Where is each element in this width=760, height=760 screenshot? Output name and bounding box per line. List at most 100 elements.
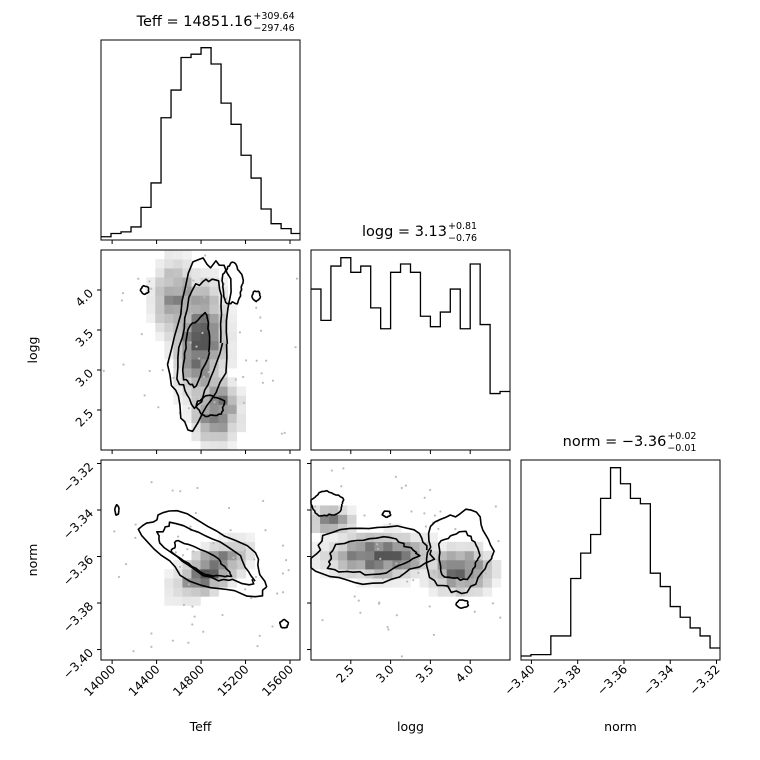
- density-cell: [401, 532, 411, 543]
- density-cell: [209, 440, 219, 451]
- density-cell: [200, 368, 210, 378]
- contour-line: [437, 530, 481, 582]
- sample-point: [433, 572, 436, 575]
- density-cell: [236, 386, 247, 396]
- density-cell: [356, 550, 366, 561]
- density-cell: [311, 523, 321, 534]
- density-cell: [392, 523, 402, 534]
- sample-point: [250, 596, 253, 600]
- sample-point: [137, 277, 140, 280]
- sample-point: [201, 331, 204, 335]
- density-cell: [200, 340, 210, 351]
- density-cell: [182, 313, 192, 324]
- density-cell: [428, 569, 438, 579]
- density-cell: [347, 514, 357, 524]
- sample-point: [256, 644, 259, 648]
- density-cell: [446, 550, 457, 561]
- sample-point: [359, 611, 362, 614]
- panel-frame: [310, 249, 511, 451]
- density-cell: [329, 532, 339, 543]
- density-cell: [410, 569, 420, 579]
- density-cell: [356, 578, 366, 588]
- density-cell: [218, 550, 228, 561]
- sample-point: [394, 475, 397, 478]
- density-cell: [191, 422, 201, 433]
- x-tick-label: −3.38: [548, 662, 584, 698]
- sample-point: [222, 339, 225, 342]
- sample-point: [340, 485, 343, 488]
- density-cell: [374, 541, 384, 552]
- density-cell: [446, 578, 457, 588]
- sample-point: [224, 351, 227, 354]
- sample-point: [439, 510, 442, 513]
- sample-point: [212, 542, 215, 545]
- sample-point: [473, 610, 476, 613]
- density-cell: [164, 596, 174, 606]
- density-cell: [173, 268, 183, 278]
- density-cell: [365, 550, 375, 561]
- x-tick-label: 14800: [170, 662, 207, 699]
- density-cell: [182, 368, 192, 378]
- sample-point: [150, 632, 153, 635]
- density-cell: [356, 560, 366, 570]
- histogram-Teff: [101, 47, 300, 238]
- density-cell: [482, 569, 493, 579]
- density-cell: [200, 331, 210, 342]
- density-cell: [200, 550, 210, 561]
- density-cell: [182, 322, 192, 333]
- density-cell: [410, 532, 420, 543]
- density-cell: [437, 541, 447, 552]
- contour-line: [221, 261, 245, 305]
- density-cell: [218, 295, 228, 305]
- x-tick-label: 2.5: [334, 662, 357, 685]
- density-cell: [227, 350, 237, 360]
- density-cell: [236, 560, 247, 570]
- sample-point: [417, 571, 420, 574]
- sample-point: [203, 296, 206, 299]
- panel-frame: [100, 39, 301, 241]
- density-cell: [164, 268, 174, 278]
- density-cell: [428, 532, 438, 543]
- density-cell: [419, 569, 429, 579]
- title-Teff: Teff = 14851.16: [136, 14, 253, 30]
- density-cell: [191, 331, 201, 342]
- density-cell: [236, 569, 247, 579]
- density-cell: [155, 286, 165, 296]
- sample-point: [260, 372, 263, 375]
- density-cell: [347, 560, 357, 570]
- sample-point: [227, 506, 231, 510]
- sample-point: [150, 645, 153, 648]
- density-cell: [155, 331, 165, 342]
- panel-frame: [100, 249, 301, 451]
- title-minus-logg: −0.76: [448, 233, 477, 244]
- density-cell: [401, 560, 411, 570]
- density-cell: [209, 395, 219, 405]
- sample-point: [238, 331, 242, 334]
- density-cell: [182, 295, 192, 305]
- sample-point: [172, 376, 175, 379]
- contour-line: [139, 284, 150, 296]
- density-cell: [227, 422, 237, 433]
- x-axis-label-Teff: Teff: [189, 719, 212, 734]
- density-cell: [218, 431, 228, 442]
- density-cell: [227, 377, 237, 387]
- sample-point: [161, 369, 164, 372]
- x-tick-label: 14000: [81, 662, 118, 699]
- density-cell: [164, 250, 174, 260]
- density-cell: [227, 440, 237, 451]
- sample-point: [432, 633, 436, 636]
- density-cell: [164, 578, 174, 588]
- density-cell: [209, 331, 219, 342]
- density-cell: [392, 532, 402, 543]
- sample-point: [381, 577, 384, 580]
- density-cell: [446, 541, 457, 552]
- sample-point: [386, 625, 389, 629]
- sample-point: [494, 505, 497, 508]
- density-cell: [455, 560, 466, 570]
- density-cell: [356, 541, 366, 552]
- sample-point: [117, 575, 121, 579]
- density-cell: [227, 578, 237, 588]
- density-cell: [227, 313, 237, 324]
- density-cell: [392, 569, 402, 579]
